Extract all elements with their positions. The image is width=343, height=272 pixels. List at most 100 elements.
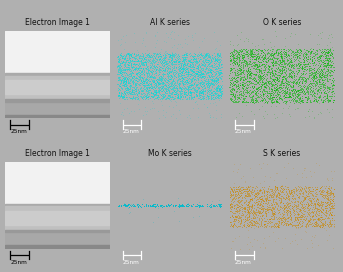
Point xyxy=(313,70,318,75)
Point xyxy=(217,42,223,47)
Point xyxy=(276,47,282,51)
Point xyxy=(190,62,196,66)
Point xyxy=(285,86,290,90)
Point xyxy=(263,65,269,69)
Point xyxy=(149,66,154,70)
Point xyxy=(271,68,277,72)
Point xyxy=(160,95,165,100)
Point xyxy=(217,204,222,209)
Point xyxy=(206,83,212,88)
Point xyxy=(209,55,215,59)
Point xyxy=(203,60,209,64)
Point xyxy=(276,225,282,229)
Point xyxy=(291,52,296,56)
Point xyxy=(314,41,320,46)
Point xyxy=(307,68,313,73)
Point xyxy=(152,66,157,70)
Point xyxy=(198,61,204,66)
Point xyxy=(180,63,186,67)
Point xyxy=(201,87,206,92)
Point xyxy=(146,85,152,89)
Point xyxy=(312,202,317,206)
Point xyxy=(247,99,253,104)
Point xyxy=(273,50,279,54)
Point xyxy=(311,78,316,83)
Point xyxy=(330,204,335,209)
Point xyxy=(122,77,127,81)
Point xyxy=(254,55,260,60)
Point xyxy=(156,55,161,59)
Point xyxy=(260,98,265,102)
Point xyxy=(330,85,336,90)
Point xyxy=(304,79,309,84)
Point xyxy=(151,80,156,84)
Text: 25nm: 25nm xyxy=(10,260,27,265)
Point xyxy=(246,89,252,93)
Point xyxy=(300,100,306,104)
Point xyxy=(324,86,330,91)
Point xyxy=(258,74,264,79)
Point xyxy=(188,60,193,64)
Point xyxy=(255,54,260,58)
Point xyxy=(193,98,199,103)
Point xyxy=(276,50,282,55)
Point xyxy=(277,58,283,62)
Point xyxy=(132,88,137,92)
Point xyxy=(272,80,277,84)
Point xyxy=(140,113,146,117)
Point xyxy=(275,220,280,225)
Point xyxy=(268,208,274,213)
Point xyxy=(288,88,294,92)
Point xyxy=(169,61,174,65)
Point xyxy=(297,86,302,91)
Point xyxy=(269,208,274,212)
Point xyxy=(286,68,292,73)
Point xyxy=(243,193,248,197)
Point xyxy=(261,81,267,85)
Point xyxy=(282,95,288,100)
Point xyxy=(182,75,187,79)
Point xyxy=(261,199,267,203)
Point xyxy=(298,85,303,90)
Point xyxy=(228,81,234,86)
Point xyxy=(284,212,289,216)
Point xyxy=(149,203,154,208)
Point xyxy=(329,60,334,64)
Point xyxy=(272,207,277,211)
Point xyxy=(197,93,203,98)
Point xyxy=(264,55,270,60)
Point xyxy=(191,86,197,91)
Point xyxy=(187,93,193,97)
Point xyxy=(128,61,133,65)
Point xyxy=(120,59,126,64)
Point xyxy=(267,219,273,224)
Point xyxy=(256,191,262,195)
Point xyxy=(202,52,207,57)
Point xyxy=(307,169,313,173)
Point xyxy=(199,97,204,101)
Point xyxy=(290,55,295,59)
Point xyxy=(299,66,304,70)
Point xyxy=(266,64,271,68)
Point xyxy=(120,76,125,81)
Point xyxy=(184,79,189,84)
Point xyxy=(164,204,169,209)
Point xyxy=(304,55,309,60)
Point xyxy=(167,59,172,64)
Point xyxy=(238,61,244,65)
Point xyxy=(127,65,132,69)
Point xyxy=(115,64,121,69)
Point xyxy=(124,80,129,84)
Point xyxy=(241,84,247,88)
Point xyxy=(309,54,315,59)
Point xyxy=(249,57,255,61)
Point xyxy=(326,99,331,103)
Point xyxy=(319,70,324,74)
Point xyxy=(161,50,166,55)
Point xyxy=(133,78,138,82)
Point xyxy=(278,205,284,209)
Point xyxy=(271,52,277,56)
Point xyxy=(283,221,289,225)
Point xyxy=(267,91,272,95)
Point xyxy=(116,57,122,61)
